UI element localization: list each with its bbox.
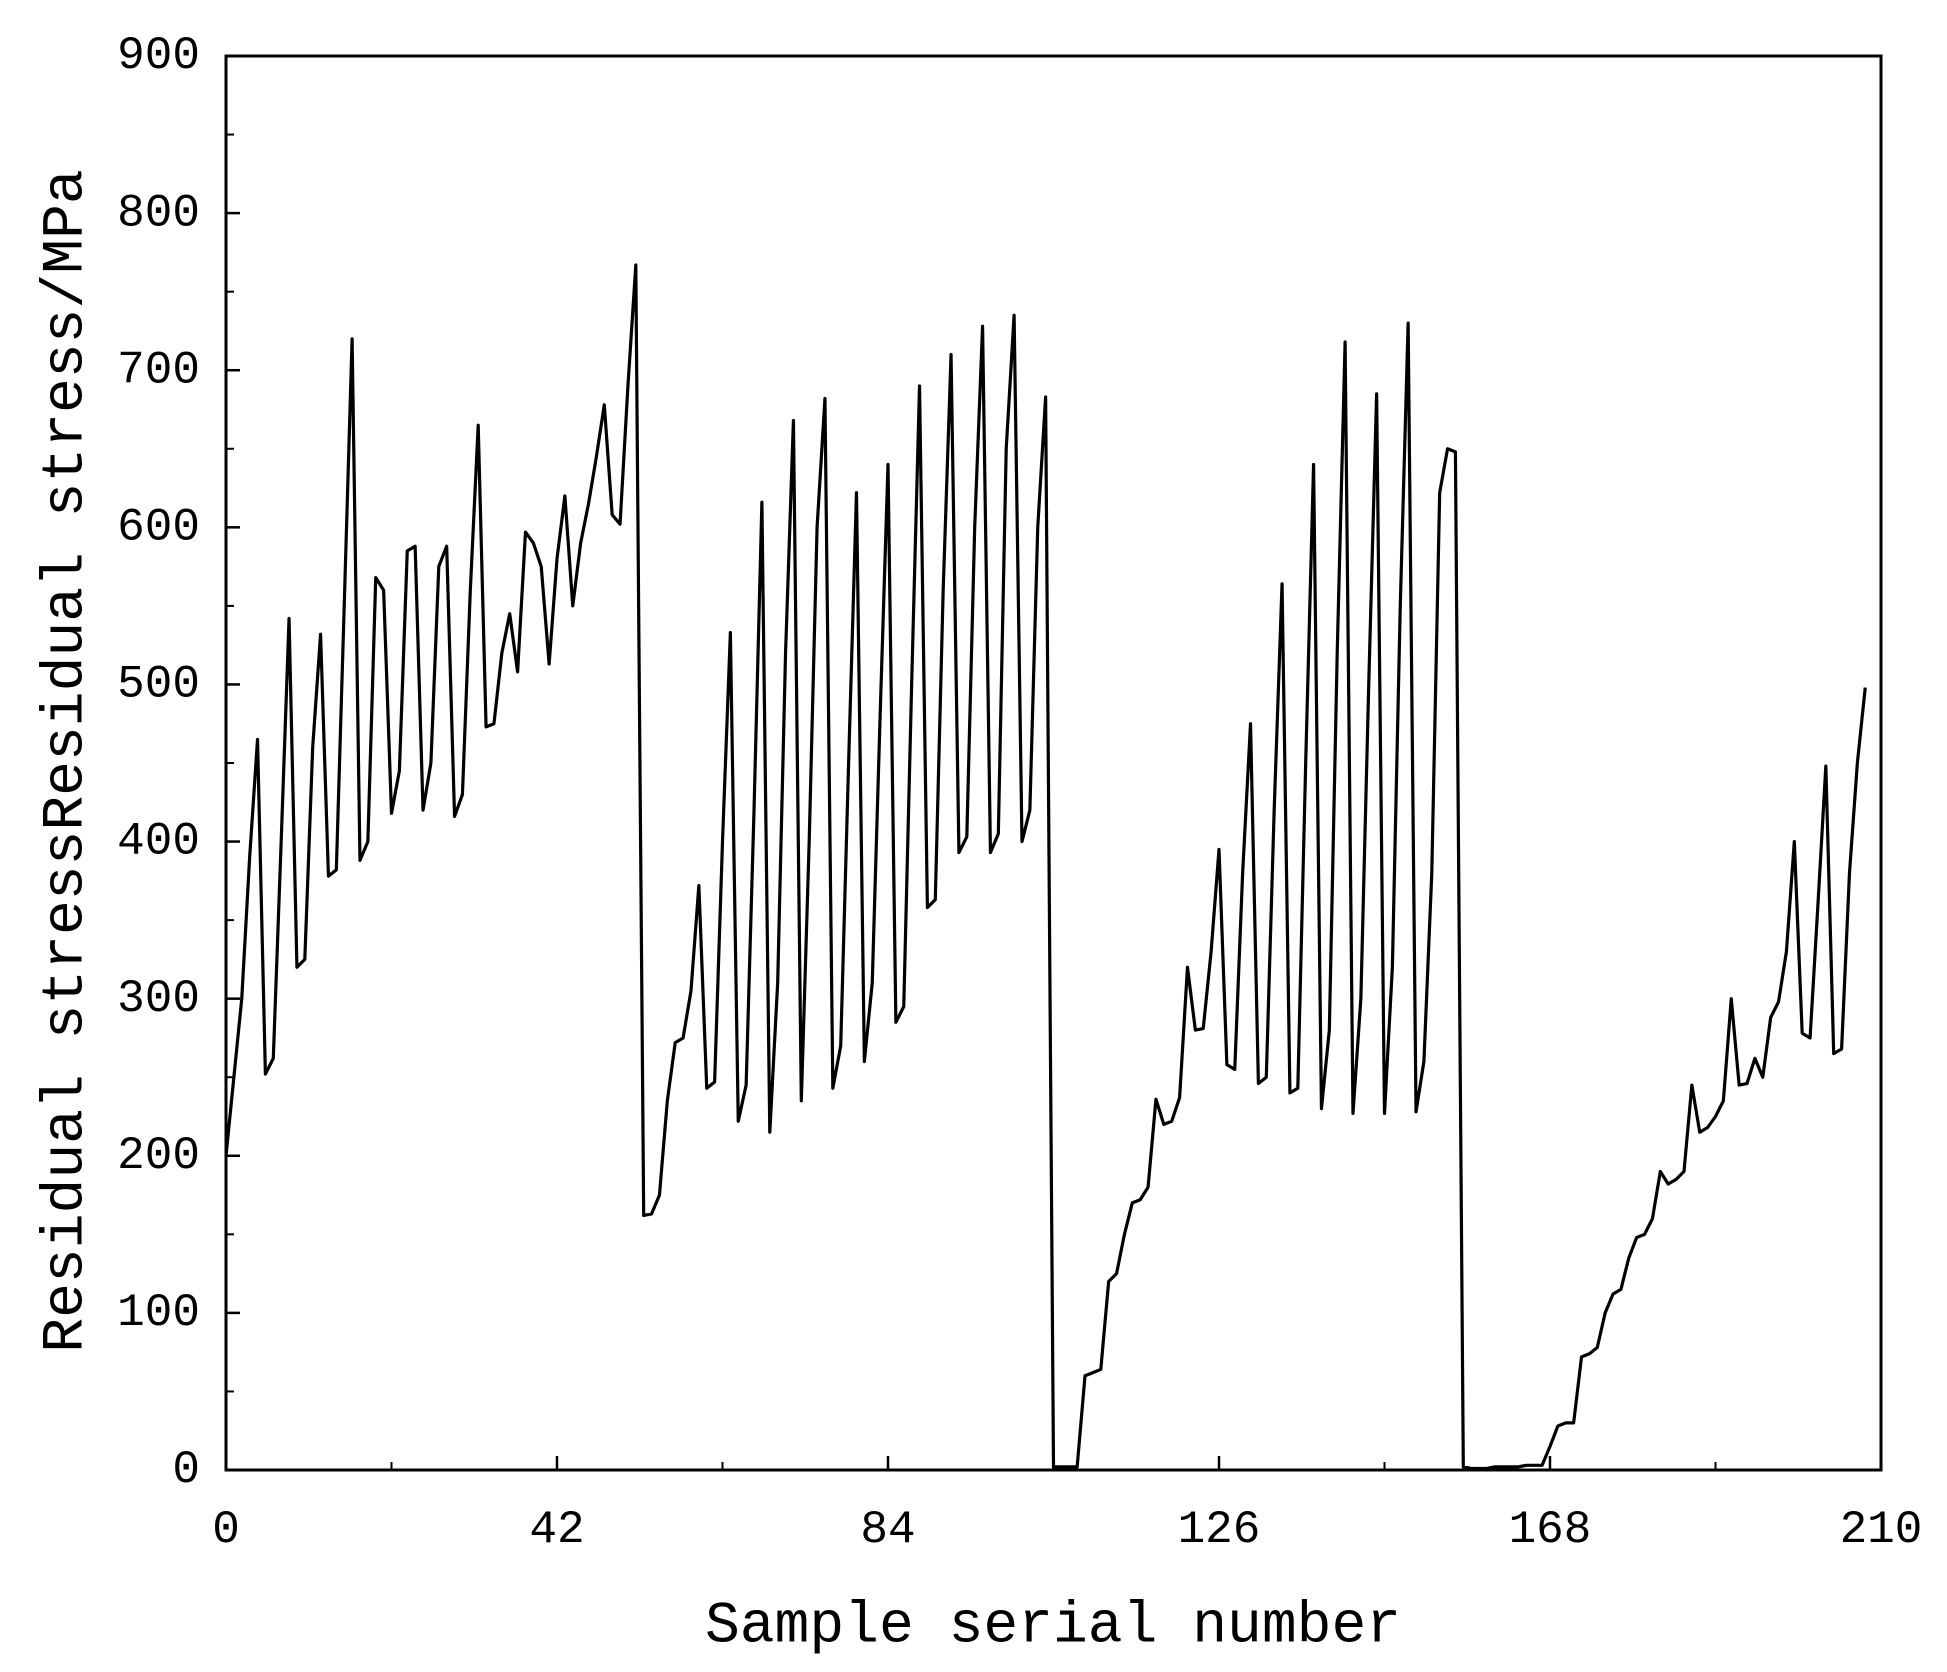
y-tick-label: 600: [117, 501, 200, 553]
y-tick-label: 900: [117, 30, 200, 82]
y-tick-label: 0: [172, 1444, 200, 1496]
x-tick-label: 42: [529, 1504, 584, 1556]
y-tick-label: 800: [117, 187, 200, 239]
y-tick-label: 300: [117, 973, 200, 1025]
y-tick-label: 700: [117, 344, 200, 396]
x-axis-title: Sample serial number: [705, 1594, 1401, 1659]
x-tick-label: 168: [1509, 1504, 1592, 1556]
y-tick-label: 500: [117, 659, 200, 711]
y-tick-label: 200: [117, 1130, 200, 1182]
x-tick-label: 0: [212, 1504, 240, 1556]
data-line: [224, 263, 1867, 1471]
y-axis-title: Residual stressResidual stress/MPa: [34, 169, 99, 1352]
y-tick-label: 400: [117, 816, 200, 868]
x-tick-label: 126: [1178, 1504, 1261, 1556]
y-tick-label: 100: [117, 1287, 200, 1339]
x-tick-label: 210: [1840, 1504, 1923, 1556]
x-tick-label: 84: [860, 1504, 915, 1556]
